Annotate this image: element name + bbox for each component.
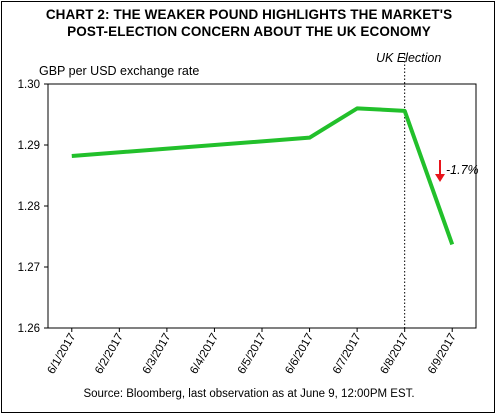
x-tick-label: 6/4/2017 bbox=[188, 332, 221, 377]
line-chart: 1.26 1.27 1.28 1.29 1.30 6/1/2017 6/2/2017 6/3/… bbox=[18, 51, 479, 377]
annotation-layer: -1.7% bbox=[435, 160, 479, 182]
chart-title-line1: CHART 2: THE WEAKER POUND HIGHLIGHTS THE… bbox=[45, 7, 453, 22]
series-layer bbox=[71, 106, 455, 246]
x-tick-label: 6/8/2017 bbox=[378, 332, 411, 377]
y-tick-label: 1.26 bbox=[18, 323, 40, 335]
axes: 1.26 1.27 1.28 1.29 1.30 6/1/2017 6/2/2017 6/3/… bbox=[18, 64, 477, 377]
change-annotation: -1.7% bbox=[446, 163, 479, 177]
y-tick-label: 1.27 bbox=[18, 262, 40, 274]
source-note: Source: Bloomberg, last observation as a… bbox=[83, 388, 415, 400]
y-tick-label: 1.30 bbox=[18, 79, 40, 91]
plot-area-border bbox=[47, 83, 477, 329]
exchange-rate-line bbox=[71, 106, 455, 246]
y-tick-label: 1.28 bbox=[18, 201, 40, 213]
y-axis-label: GBP per USD exchange rate bbox=[39, 64, 199, 78]
x-tick-label: 6/5/2017 bbox=[236, 332, 269, 377]
chart-title: CHART 2: THE WEAKER POUND HIGHLIGHTS THE… bbox=[2, 6, 496, 40]
chart-title-line2: POST-ELECTION CONCERN ABOUT THE UK ECONO… bbox=[67, 24, 431, 39]
x-tick-label: 6/2/2017 bbox=[93, 332, 126, 377]
down-arrow-head bbox=[435, 174, 445, 182]
y-tick-label: 1.29 bbox=[18, 140, 40, 152]
x-tick-label: 6/3/2017 bbox=[141, 332, 174, 377]
x-tick-label: 6/7/2017 bbox=[331, 332, 364, 377]
x-tick-label: 6/9/2017 bbox=[426, 332, 459, 377]
election-marker-label: UK Election bbox=[376, 51, 441, 65]
x-tick-label: 6/6/2017 bbox=[283, 332, 316, 377]
x-tick-label: 6/1/2017 bbox=[46, 332, 79, 377]
event-layer: UK Election bbox=[376, 51, 441, 328]
chart-frame: CHART 2: THE WEAKER POUND HIGHLIGHTS THE… bbox=[1, 1, 495, 413]
